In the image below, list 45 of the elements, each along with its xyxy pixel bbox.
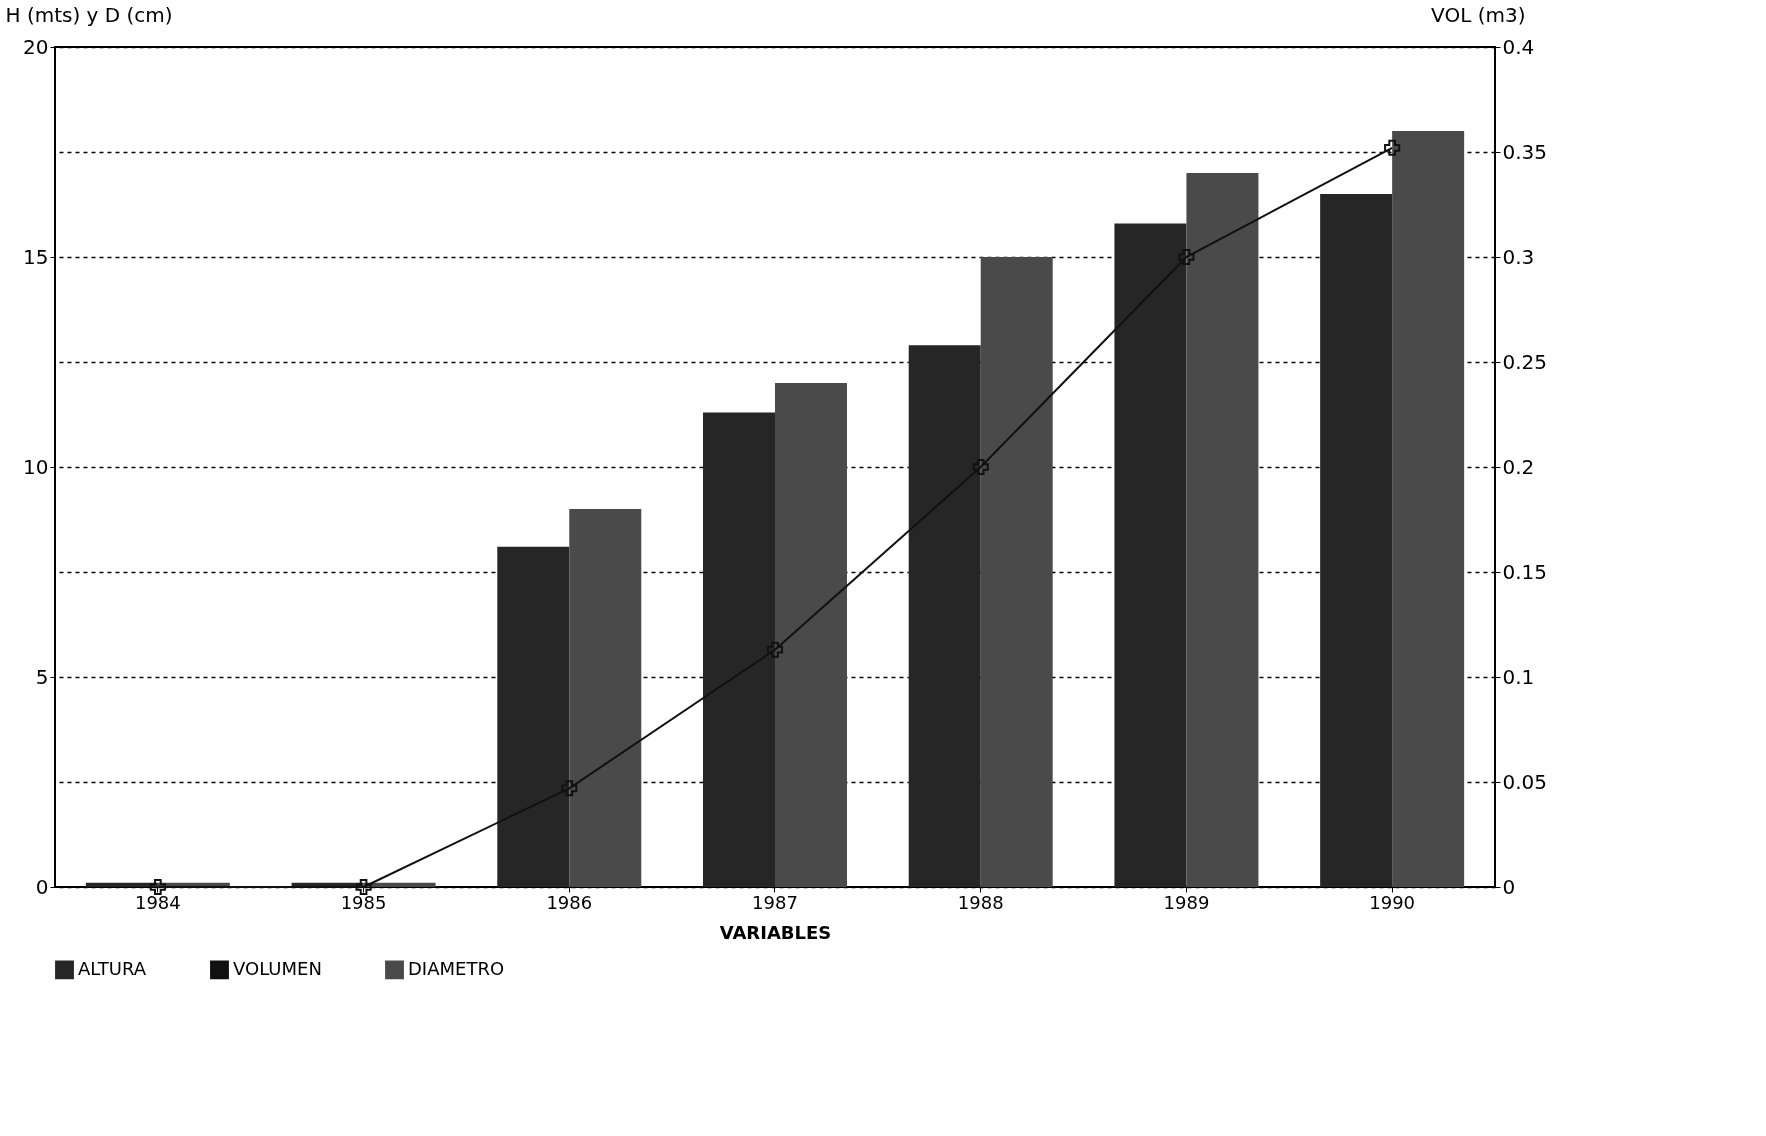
legend-label: ALTURA [78, 957, 147, 979]
point [1178, 248, 1195, 266]
bar [703, 412, 775, 887]
bar [569, 509, 642, 887]
x-tick-label: 1988 [957, 891, 1004, 913]
y2-tick-label: 0.15 [1502, 559, 1548, 584]
y2-tick-label: 0 [1502, 874, 1516, 899]
y-axis-title: H (mts) y D (cm) [5, 2, 173, 27]
bar [1186, 173, 1259, 887]
bar [908, 345, 981, 887]
x-tick-label: 1986 [546, 891, 593, 913]
y-tick-label: 10 [23, 454, 49, 479]
x-tick-label: 1985 [340, 891, 387, 913]
y2-tick-label: 0.3 [1502, 244, 1535, 269]
y2-tick-label: 0.05 [1502, 769, 1548, 794]
x-tick-label: 1987 [752, 891, 798, 913]
point [1384, 139, 1401, 156]
y-tick-label: 15 [23, 244, 49, 269]
point [972, 458, 989, 476]
legend-label: VOLUMEN [233, 957, 322, 979]
bar [1114, 223, 1187, 887]
bar [775, 383, 847, 887]
bar [497, 546, 570, 887]
y-tick-label: 5 [35, 664, 49, 689]
y2-tick-label: 0.25 [1502, 349, 1548, 374]
point [561, 780, 578, 797]
legend-label: DIAMETRO [408, 957, 505, 979]
bar [1392, 131, 1465, 887]
bar [1320, 194, 1393, 887]
x-tick-label: 1984 [134, 891, 181, 913]
x-tick-label: 1990 [1369, 891, 1416, 913]
y2-tick-label: 0.35 [1502, 139, 1548, 164]
y-tick-label: 0 [35, 874, 49, 899]
x-tick-label: 1989 [1163, 891, 1210, 913]
y2-tick-label: 0.1 [1502, 664, 1535, 689]
y2-tick-label: 0.4 [1502, 34, 1535, 59]
x-axis-title: VARIABLES [719, 921, 832, 943]
point [766, 641, 784, 658]
y-tick-label: 20 [23, 34, 49, 59]
y2-tick-label: 0.2 [1502, 454, 1535, 479]
bar [980, 257, 1053, 887]
bar [85, 882, 158, 887]
point [355, 878, 372, 896]
point [149, 878, 166, 896]
y2-axis-title: VOL (m3) [1431, 2, 1526, 27]
